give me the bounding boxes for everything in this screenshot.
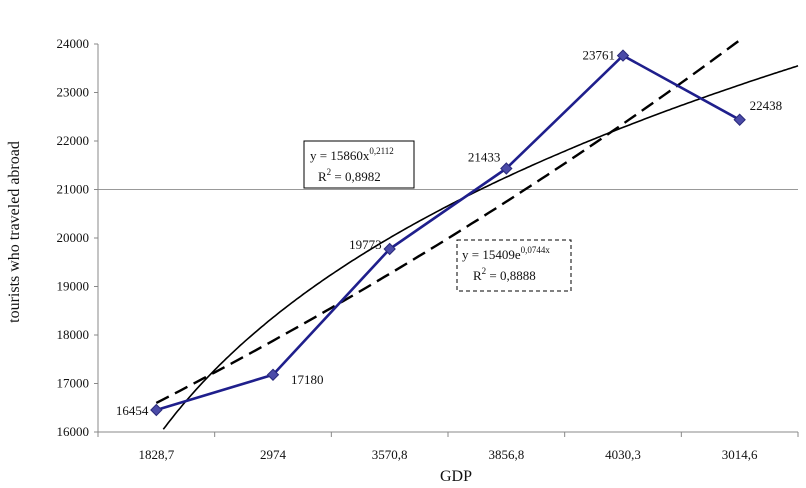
series-group bbox=[150, 49, 746, 417]
power-r2-value: = 0,8982 bbox=[331, 169, 381, 184]
x-tick-label: 3856,8 bbox=[488, 447, 524, 462]
y-tick-label: 17000 bbox=[57, 376, 90, 391]
y-tick-label: 16000 bbox=[57, 424, 90, 439]
y-tick-label: 24000 bbox=[57, 36, 90, 51]
data-label: 17180 bbox=[291, 372, 324, 387]
tick-mark-group bbox=[94, 43, 799, 437]
x-tick-label: 3570,8 bbox=[372, 447, 408, 462]
x-axis-title: GDP bbox=[440, 468, 472, 485]
power-r2-label: R bbox=[318, 169, 327, 184]
data-label: 21433 bbox=[468, 149, 501, 164]
series-line bbox=[155, 54, 741, 412]
x-tick-label-group: 1828,7 2974 3570,8 3856,8 4030,3 3014,6 bbox=[138, 447, 758, 462]
x-tick-label: 3014,6 bbox=[722, 447, 758, 462]
svg-text:y = 15409e0,0744x: y = 15409e0,0744x bbox=[462, 245, 550, 262]
exponential-equation-exponent: 0,0744x bbox=[521, 245, 551, 255]
x-tick-label: 1828,7 bbox=[138, 447, 174, 462]
power-trendline bbox=[162, 65, 799, 430]
y-axis-title: tourists who traveled abroad bbox=[6, 141, 23, 323]
y-tick-label: 19000 bbox=[57, 279, 90, 294]
exponential-r2-sup: 2 bbox=[482, 266, 487, 276]
power-equation-text: y = 15860x bbox=[310, 148, 370, 163]
data-point-marker bbox=[383, 242, 396, 256]
data-point-marker bbox=[150, 403, 163, 417]
svg-text:R2 = 0,8888: R2 = 0,8888 bbox=[473, 266, 536, 283]
exponential-r2-label: R bbox=[473, 268, 482, 283]
svg-text:y = 15860x0,2112: y = 15860x0,2112 bbox=[310, 146, 394, 163]
exponential-trendline bbox=[155, 39, 741, 404]
y-tick-label: 18000 bbox=[57, 327, 90, 342]
data-label: 22438 bbox=[750, 98, 783, 113]
y-tick-label: 22000 bbox=[57, 133, 90, 148]
data-point-marker bbox=[266, 368, 280, 381]
power-equation-box: y = 15860x0,2112 R2 = 0,8982 bbox=[303, 140, 415, 189]
data-label: 23761 bbox=[583, 48, 616, 63]
data-label: 19773 bbox=[349, 237, 382, 252]
y-tick-label: 21000 bbox=[57, 182, 90, 197]
svg-text:R2 = 0,8982: R2 = 0,8982 bbox=[318, 167, 381, 184]
power-r2-sup: 2 bbox=[327, 167, 332, 177]
x-tick-label: 2974 bbox=[260, 447, 287, 462]
data-label: 16454 bbox=[116, 403, 149, 418]
data-label-group: 16454 17180 19773 21433 23761 22438 bbox=[116, 48, 782, 418]
y-tick-label-group: 16000 17000 18000 19000 20000 21000 22000 23000… bbox=[57, 36, 90, 439]
trendline-group bbox=[155, 39, 799, 430]
exponential-r2-value: = 0,8888 bbox=[486, 268, 536, 283]
data-point-marker bbox=[733, 113, 746, 126]
x-tick-label: 4030,3 bbox=[605, 447, 641, 462]
exponential-equation-text: y = 15409e bbox=[462, 247, 521, 262]
data-point-marker bbox=[500, 162, 513, 175]
data-point-marker bbox=[616, 49, 630, 62]
power-equation-exponent: 0,2112 bbox=[369, 146, 393, 156]
exponential-equation-box: y = 15409e0,0744x R2 = 0,8888 bbox=[456, 239, 572, 292]
y-tick-label: 23000 bbox=[57, 85, 90, 100]
y-tick-label: 20000 bbox=[57, 230, 90, 245]
